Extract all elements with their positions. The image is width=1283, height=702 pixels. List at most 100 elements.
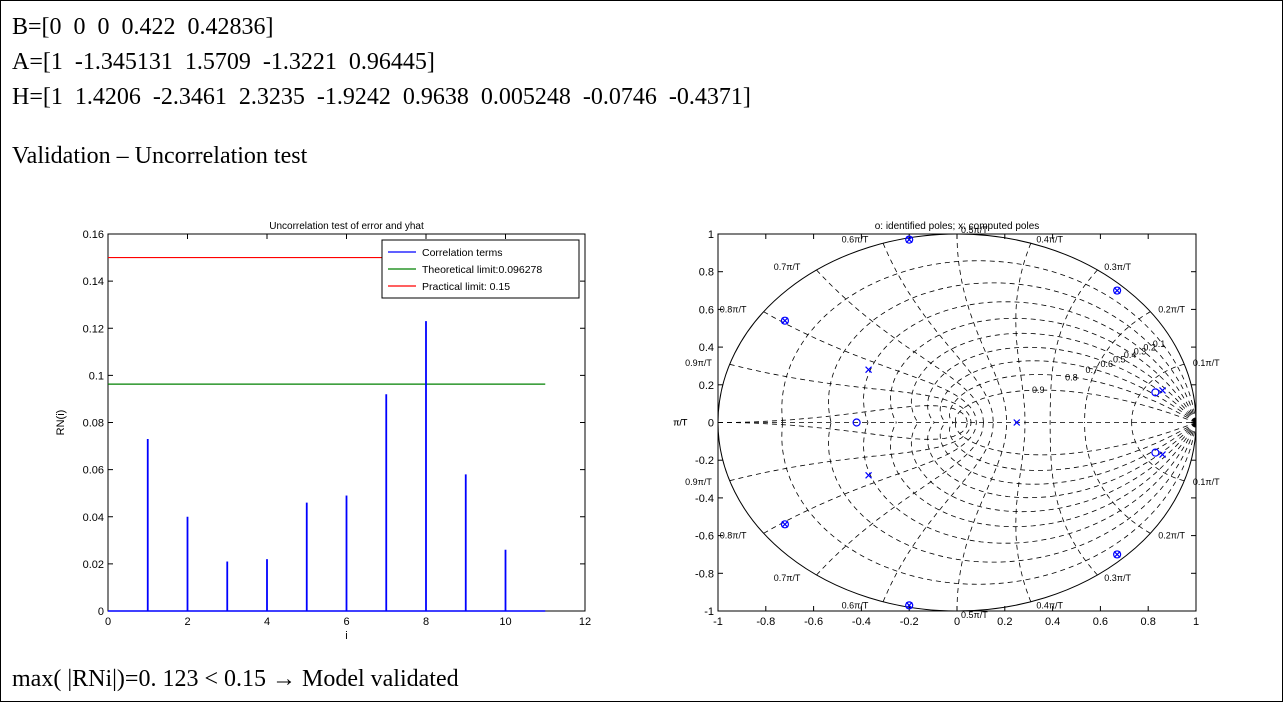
- y-tick-label: 0.2: [699, 380, 714, 392]
- frequency-curve: [1131, 422, 1185, 482]
- damping-label: 0.9: [1032, 385, 1045, 395]
- frequency-curve: [1049, 269, 1098, 423]
- damping-label: 0.1: [1153, 339, 1166, 349]
- x-tick-label: -0.6: [804, 616, 823, 628]
- legend-entry: Theoretical limit:0.096278: [422, 264, 542, 276]
- damping-curve: [910, 332, 1196, 423]
- damping-curve: [863, 422, 1196, 544]
- frequency-curve: [1131, 363, 1185, 423]
- x-tick-label: 4: [264, 616, 270, 628]
- frequency-curve: [1084, 311, 1151, 423]
- frequency-label: 0.1π/T: [1193, 358, 1220, 368]
- y-tick-label: 1: [708, 229, 714, 241]
- identified-pole-marker: [1113, 550, 1122, 559]
- section-title: Validation – Uncorrelation test: [12, 143, 308, 169]
- x-tick-label: 0: [954, 616, 960, 628]
- computed-pole-marker: [1113, 551, 1121, 558]
- damping-curve: [949, 374, 1196, 423]
- y-tick-label: 0.04: [83, 512, 104, 524]
- frequency-curve: [1084, 422, 1151, 534]
- y-tick-label: 0.1: [89, 370, 104, 382]
- x-tick-label: 0.8: [1141, 616, 1156, 628]
- x-tick-label: 12: [579, 616, 591, 628]
- x-axis-label: i: [345, 630, 347, 640]
- y-tick-label: 0.8: [699, 267, 714, 279]
- damping-curve: [955, 389, 1196, 423]
- x-tick-label: 6: [343, 616, 349, 628]
- computed-pole-marker: [1013, 419, 1021, 426]
- damping-label: 0.8: [1065, 373, 1078, 383]
- damping-curve: [863, 301, 1196, 423]
- x-tick-label: 10: [499, 616, 511, 628]
- frequency-label: 0.9π/T: [685, 358, 712, 368]
- y-tick-label: 0.12: [83, 323, 104, 335]
- identified-pole-marker: [780, 520, 790, 529]
- x-tick-label: 0.4: [1045, 616, 1060, 628]
- frequency-label: 0.4π/T: [1036, 235, 1063, 245]
- conclusion-text: max( |RNi|)=0. 123 < 0.15 → Model valida…: [12, 666, 459, 692]
- frequency-curve: [763, 422, 977, 534]
- damping-label: 0.5: [1113, 354, 1126, 364]
- damping-curve: [781, 422, 1196, 585]
- chart-title: o: identified poles; x: computed poles: [875, 221, 1040, 232]
- frequency-label: 0.7π/T: [774, 262, 801, 272]
- x-tick-label: -0.2: [900, 616, 919, 628]
- computed-pole-marker: [781, 520, 789, 528]
- damping-curve: [910, 422, 1196, 513]
- frequency-label: 0.6π/T: [842, 600, 869, 610]
- y-tick-label: 0.14: [83, 276, 104, 288]
- zgrid: [718, 234, 1196, 611]
- computed-pole-marker: [781, 317, 789, 325]
- frequency-label: 0.8π/T: [720, 531, 747, 541]
- identified-pole-marker: [1151, 388, 1160, 397]
- damping-label: 0.6: [1101, 359, 1114, 369]
- legend-entry: Practical limit: 0.15: [422, 281, 510, 293]
- computed-pole-marker: [1159, 451, 1166, 458]
- frequency-label: 0.9π/T: [685, 477, 712, 487]
- x-tick-label: 2: [184, 616, 190, 628]
- y-tick-label: -1: [704, 606, 714, 618]
- identified-pole-marker: [905, 235, 914, 244]
- frequency-curve: [1049, 422, 1098, 576]
- pole-map-chart: o: identified poles; x: computed poles -1…: [673, 221, 1220, 628]
- equation-b: B=[0 0 0 0.422 0.42836]: [12, 14, 274, 40]
- damping-curve: [927, 422, 1196, 499]
- frequency-curve: [816, 422, 984, 576]
- computed-pole-marker: [905, 236, 913, 244]
- damping-curve: [927, 346, 1196, 423]
- damping-label: 0.2: [1143, 343, 1156, 353]
- correlation-chart: Uncorrelation test of error and yhat 0 0.0…: [55, 221, 591, 640]
- computed-pole-marker: [865, 471, 872, 479]
- damping-curve: [828, 422, 1196, 563]
- frequency-label: 0.6π/T: [842, 235, 869, 245]
- identified-pole-marker: [1113, 286, 1122, 295]
- frequency-curve: [956, 422, 1008, 611]
- y-tick-label: 0.06: [83, 465, 104, 477]
- frequency-label: 0.3π/T: [1104, 262, 1131, 272]
- damping-curve: [949, 422, 1196, 471]
- x-tick-label: -1: [713, 616, 723, 628]
- damping-label: 0.7: [1085, 365, 1098, 375]
- computed-pole-marker: [1113, 287, 1121, 294]
- frequency-curve: [956, 234, 1008, 423]
- frequency-label: 0.1π/T: [1193, 477, 1220, 487]
- x-tick-label: -0.4: [852, 616, 871, 628]
- damping-curve: [781, 260, 1196, 423]
- identified-pole-marker: [905, 601, 914, 610]
- frequency-label: 0.2π/T: [1158, 304, 1185, 314]
- frequency-label: 0.8π/T: [720, 304, 747, 314]
- y-tick-label: 0.08: [83, 418, 104, 430]
- identified-pole-marker: [852, 418, 861, 427]
- frequency-label: 0.7π/T: [774, 573, 801, 583]
- y-tick-label: 0.4: [699, 342, 714, 354]
- frequency-label: 0.4π/T: [1036, 600, 1063, 610]
- identified-pole-marker: [780, 316, 790, 325]
- frequency-label: π/T: [673, 418, 688, 428]
- damping-label: 0.4: [1124, 350, 1137, 360]
- damping-curve: [939, 422, 1196, 485]
- x-tick-label: 0: [105, 616, 111, 628]
- damping-curve: [955, 422, 1196, 456]
- frequency-curve: [718, 405, 968, 423]
- frequency-label: π/T: [673, 418, 688, 428]
- identified-pole-marker: [1151, 448, 1160, 457]
